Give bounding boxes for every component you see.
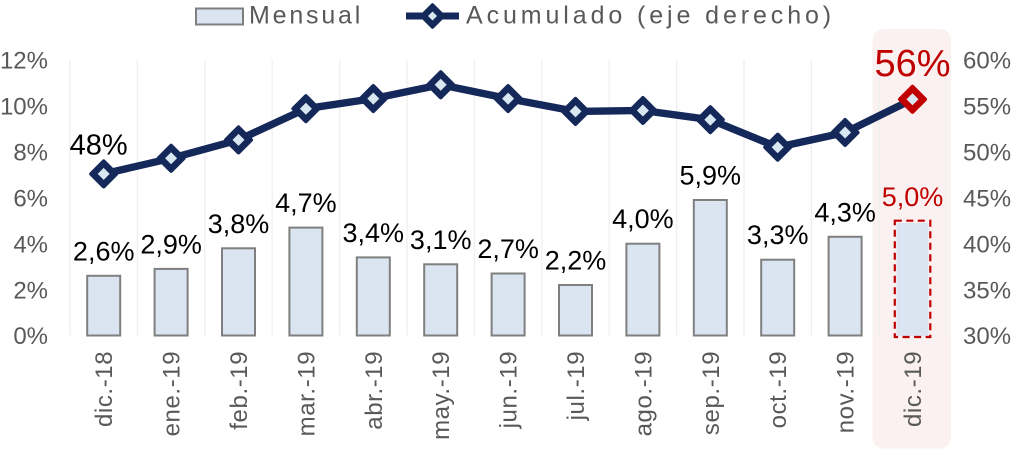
svg-text:50%: 50% <box>963 140 1011 167</box>
svg-text:feb.-19: feb.-19 <box>226 351 253 430</box>
svg-text:56%: 56% <box>874 43 950 85</box>
svg-text:4,7%: 4,7% <box>275 188 337 218</box>
svg-text:0%: 0% <box>13 323 48 350</box>
svg-text:2,7%: 2,7% <box>477 234 539 264</box>
svg-text:Mensual: Mensual <box>249 2 363 30</box>
svg-text:2,9%: 2,9% <box>140 229 202 259</box>
svg-text:6%: 6% <box>13 185 48 212</box>
svg-text:abr.-19: abr.-19 <box>361 351 388 430</box>
svg-text:3,8%: 3,8% <box>208 209 270 239</box>
svg-text:dic.-19: dic.-19 <box>900 351 927 427</box>
svg-text:2%: 2% <box>13 277 48 304</box>
svg-text:5,0%: 5,0% <box>882 182 944 212</box>
svg-text:12%: 12% <box>0 48 48 75</box>
svg-text:ago.-19: ago.-19 <box>630 351 657 437</box>
svg-text:ene.-19: ene.-19 <box>159 351 186 437</box>
svg-text:2,6%: 2,6% <box>73 236 135 266</box>
svg-text:2,2%: 2,2% <box>545 246 607 276</box>
svg-text:nov.-19: nov.-19 <box>833 351 860 433</box>
svg-text:10%: 10% <box>0 94 48 121</box>
svg-text:4,3%: 4,3% <box>814 197 876 227</box>
svg-text:3,1%: 3,1% <box>410 225 472 255</box>
svg-text:5,9%: 5,9% <box>680 161 742 191</box>
svg-text:jul.-19: jul.-19 <box>563 351 590 422</box>
svg-text:4,0%: 4,0% <box>612 204 674 234</box>
svg-text:Acumulado (eje derecho): Acumulado (eje derecho) <box>466 2 835 30</box>
svg-text:mar.-19: mar.-19 <box>293 351 320 437</box>
svg-text:30%: 30% <box>963 323 1011 350</box>
svg-text:48%: 48% <box>70 129 128 161</box>
svg-text:3,4%: 3,4% <box>343 218 405 248</box>
svg-text:60%: 60% <box>963 48 1011 75</box>
svg-text:40%: 40% <box>963 231 1011 258</box>
svg-text:35%: 35% <box>963 277 1011 304</box>
svg-text:3,3%: 3,3% <box>747 220 809 250</box>
svg-text:4%: 4% <box>13 231 48 258</box>
svg-text:sep.-19: sep.-19 <box>698 351 725 435</box>
svg-text:jun.-19: jun.-19 <box>496 351 523 430</box>
svg-text:may.-19: may.-19 <box>428 351 455 440</box>
svg-text:8%: 8% <box>13 140 48 167</box>
svg-text:dic.-18: dic.-18 <box>91 351 118 427</box>
svg-text:oct.-19: oct.-19 <box>765 351 792 429</box>
svg-text:45%: 45% <box>963 185 1011 212</box>
svg-text:55%: 55% <box>963 94 1011 121</box>
